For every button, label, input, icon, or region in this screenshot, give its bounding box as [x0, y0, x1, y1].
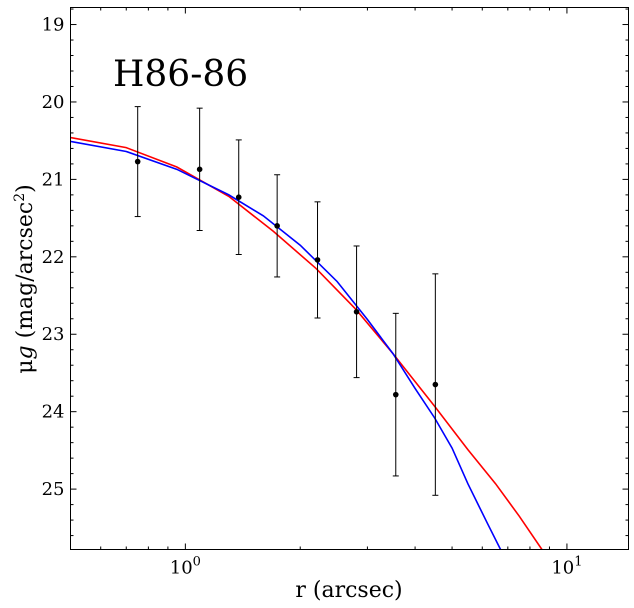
data-point-0 [134, 158, 141, 165]
y-tick-label: 19 [42, 15, 65, 36]
plot-area [70, 106, 543, 550]
data-point-3 [274, 223, 280, 229]
axis-ticks: 100 101 19 20 21 22 23 24 25 [42, 7, 629, 579]
y-tick-label: 24 [42, 402, 65, 423]
y-tick-label: 20 [42, 92, 65, 113]
data-point-1 [196, 166, 203, 173]
x-axis-title: r (arcsec) [295, 578, 402, 603]
data-point-7 [432, 381, 439, 388]
x-tick-label: 101 [551, 555, 582, 579]
annotation-label: H86-86 [113, 54, 248, 95]
y-tick-label: 21 [42, 169, 65, 190]
y-tick-label: 22 [42, 247, 65, 268]
plot-frame [70, 7, 629, 550]
y-tick-label: 23 [42, 324, 65, 345]
x-tick-label: 100 [170, 555, 201, 579]
y-tick-label: 25 [42, 479, 65, 500]
data-point-5 [353, 308, 360, 315]
data-point-6 [392, 391, 399, 398]
data-point-4 [314, 257, 321, 263]
y-axis-title: μg (mag/arcsec2) [12, 184, 38, 374]
series-line-1 [70, 136, 543, 550]
series-line-2 [70, 140, 502, 550]
data-point-2 [235, 194, 242, 200]
